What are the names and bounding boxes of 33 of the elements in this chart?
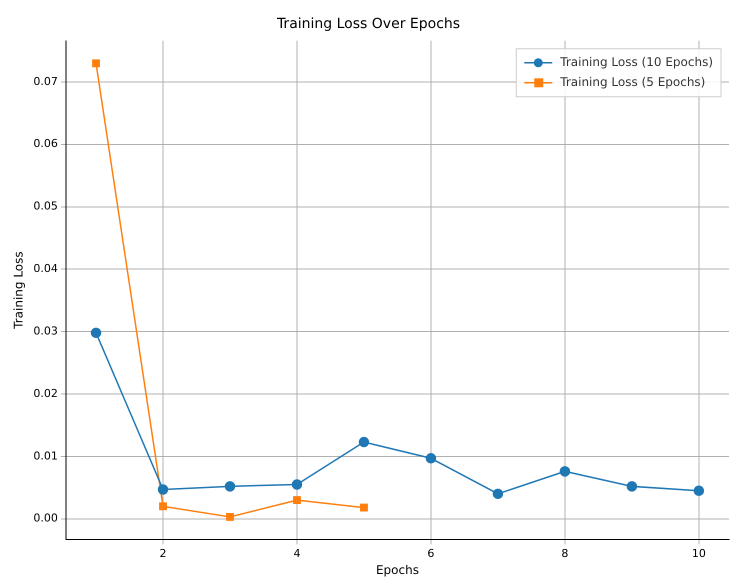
x-tick-label: 10	[692, 546, 706, 560]
x-tick-label: 6	[427, 546, 434, 560]
chart-title: Training Loss Over Epochs	[276, 16, 460, 32]
y-tick-label: 0.00	[33, 512, 58, 525]
y-tick-label: 0.03	[33, 324, 58, 338]
y-tick-label: 0.07	[33, 74, 58, 88]
x-axis-title: Epochs	[376, 562, 419, 577]
point	[224, 481, 236, 492]
y-axis-title: Training Loss	[11, 251, 26, 330]
point	[694, 485, 704, 496]
point	[360, 504, 368, 512]
point	[626, 481, 638, 492]
x-tick-label: 2	[160, 546, 167, 560]
y-tick-label: 0.05	[33, 200, 58, 213]
y-tick-label: 0.01	[33, 449, 58, 462]
point	[158, 484, 168, 495]
point	[560, 466, 570, 477]
point	[159, 502, 167, 510]
point	[492, 488, 504, 500]
point	[292, 479, 302, 490]
legend-label: Training Loss (10 Epochs)	[559, 54, 714, 69]
legend-label: Training Loss (5 Epochs)	[559, 74, 706, 89]
y-tick-label: 0.06	[33, 137, 58, 150]
point	[90, 328, 102, 338]
point	[358, 436, 370, 448]
y-tick-label: 0.02	[33, 386, 58, 400]
y-tick-label: 0.04	[33, 262, 58, 276]
point	[92, 59, 100, 68]
x-tick-label: 8	[561, 546, 568, 560]
x-tick-label: 4	[293, 546, 300, 560]
point	[426, 453, 436, 464]
point	[293, 496, 301, 504]
point	[226, 513, 234, 521]
